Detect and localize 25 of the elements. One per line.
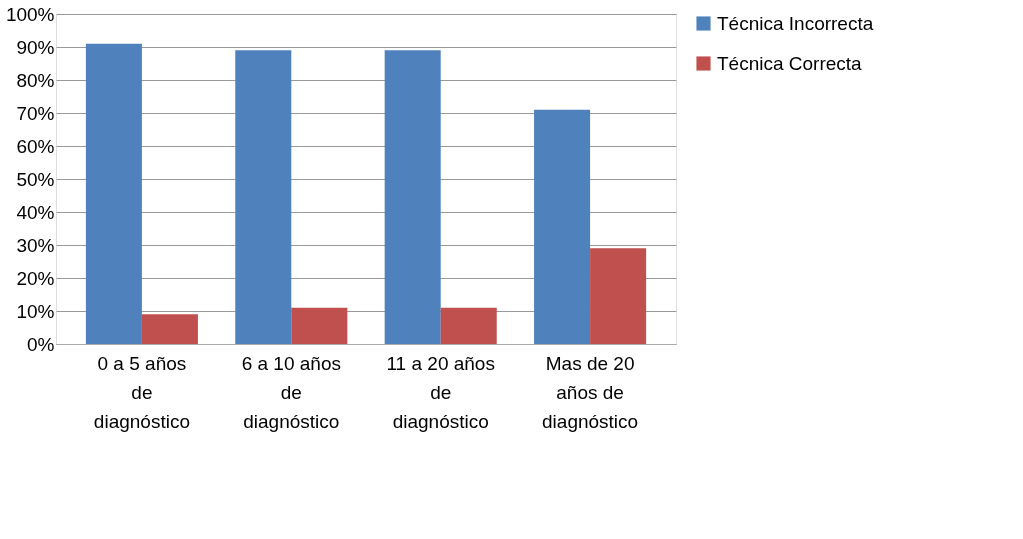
- bar: [534, 109, 591, 344]
- bar: [384, 50, 441, 344]
- y-tick-label: 80%: [16, 69, 55, 91]
- y-tick-label: 50%: [16, 168, 55, 190]
- x-tick-label: 0 a 5 años de diagnóstico: [93, 352, 190, 432]
- bar: [85, 43, 142, 344]
- y-tick-label: 0%: [27, 333, 55, 355]
- x-tick-label: 11 a 20 años de diagnóstico: [386, 352, 495, 432]
- legend-label: Técnica Correcta: [717, 52, 863, 74]
- legend-label: Técnica Incorrecta: [717, 12, 874, 34]
- y-tick-label: 100%: [5, 3, 55, 25]
- y-tick-label: 90%: [16, 36, 55, 58]
- y-tick-label: 70%: [16, 102, 55, 124]
- y-tick-label: 60%: [16, 135, 55, 157]
- x-tick-label: Mas de 20 años de diagnóstico: [542, 352, 639, 432]
- y-tick-label: 30%: [16, 234, 55, 256]
- y-tick-label: 20%: [16, 267, 55, 289]
- bar: [141, 314, 198, 344]
- x-tick-label: 6 a 10 años de diagnóstico: [241, 352, 341, 432]
- y-tick-label: 40%: [16, 201, 55, 223]
- bar: [590, 248, 647, 344]
- y-tick-label: 10%: [16, 300, 55, 322]
- bar: [291, 307, 348, 344]
- bar: [440, 307, 497, 344]
- bar: [235, 50, 292, 344]
